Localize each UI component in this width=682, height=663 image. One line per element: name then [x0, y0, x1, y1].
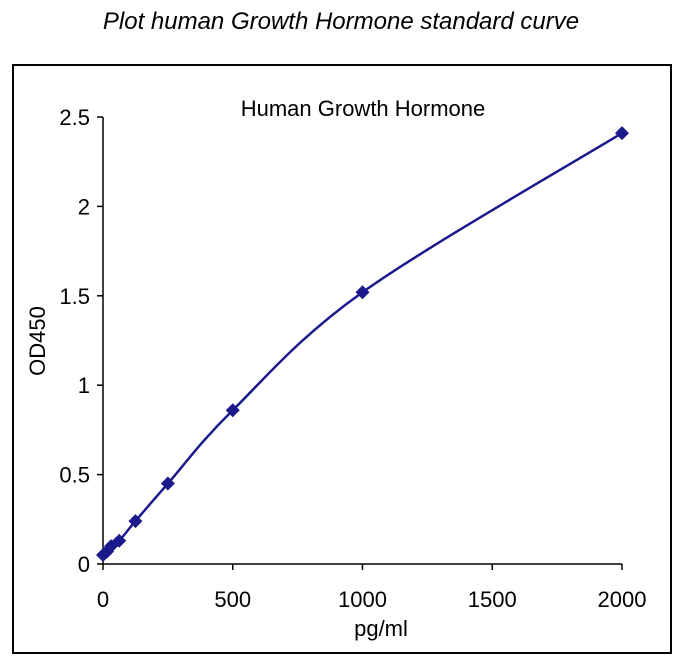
y-tick-label: 0	[78, 552, 90, 577]
data-point-marker	[128, 514, 143, 529]
y-tick-label: 1.5	[59, 284, 90, 309]
data-point-marker	[160, 476, 175, 491]
y-ticks: 0 0.5 1 1.5 2 2.5	[59, 105, 103, 577]
y-tick-label: 2	[78, 194, 90, 219]
x-axis-label: pg/ml	[354, 616, 408, 641]
axes-group	[102, 117, 622, 565]
data-point-marker	[355, 285, 370, 300]
y-tick-label: 2.5	[59, 105, 90, 130]
series-curve	[102, 132, 623, 557]
figure-title: Plot human Growth Hormone standard curve	[102, 8, 580, 35]
data-point-marker	[112, 533, 127, 548]
y-tick-label: 0.5	[59, 463, 90, 488]
y-axis-label: OD450	[25, 306, 50, 376]
x-tick-label: 1000	[338, 587, 387, 612]
x-tick-label: 2000	[598, 587, 647, 612]
x-tick-label: 500	[214, 587, 251, 612]
data-point-marker	[225, 403, 240, 418]
x-tick-label: 1500	[468, 587, 517, 612]
x-tick-label: 0	[97, 587, 109, 612]
data-point-marker	[615, 126, 629, 141]
chart-title: Human Growth Hormone	[241, 96, 486, 121]
data-points	[96, 126, 629, 563]
y-tick-label: 1	[78, 373, 90, 398]
x-ticks: 0 500 1000 1500 2000	[97, 564, 647, 612]
chart-frame	[12, 64, 672, 654]
